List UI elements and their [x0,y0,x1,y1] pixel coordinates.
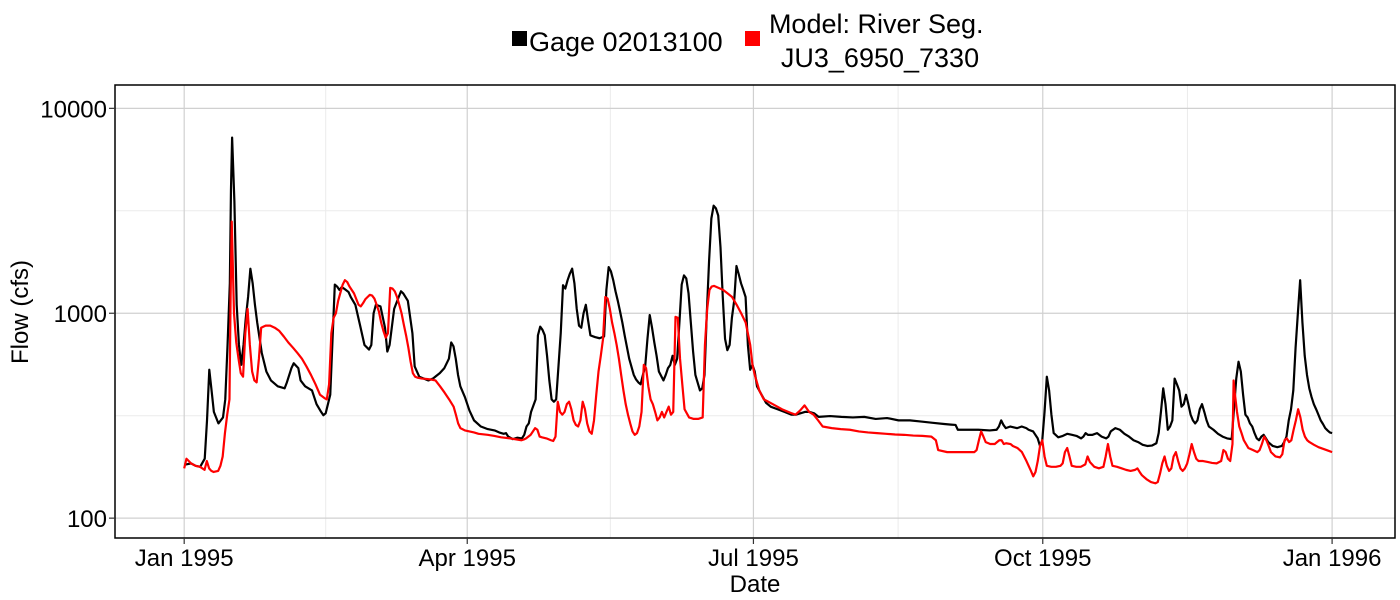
x-tick-label: Oct 1995 [994,545,1091,572]
y-tick-label: 100 [67,506,107,533]
legend-label-model-line2: JU3_6950_7330 [781,43,979,73]
x-tick-label: Jul 1995 [708,545,799,572]
series-layer [183,136,1333,485]
grid [115,85,1395,538]
y-tick-label: 10000 [40,96,107,123]
legend-swatch-model [745,31,760,46]
legend-label-model: Model: River Seg. JU3_6950_7330 [769,9,991,73]
legend-label-gage: Gage 02013100 [529,27,723,57]
x-tick-label: Apr 1995 [419,545,516,572]
axes: 100 1000 10000 Jan 1995 Apr 1995 Jul 1995 Oct … [40,96,1381,572]
y-tick-label: 1000 [54,301,107,328]
series-line-model [183,220,1333,485]
series-line-gage [183,136,1333,468]
x-tick-label: Jan 1995 [135,545,234,572]
legend: Gage 02013100 Model: River Seg. JU3_6950… [512,9,991,73]
y-axis-title: Flow (cfs) [7,260,34,364]
legend-swatch-gage [512,31,527,46]
x-axis-title: Date [730,571,781,598]
legend-label-model-line1: Model: River Seg. [769,9,984,39]
plot-area-border [114,84,1396,539]
x-tick-label: Jan 1996 [1283,545,1382,572]
